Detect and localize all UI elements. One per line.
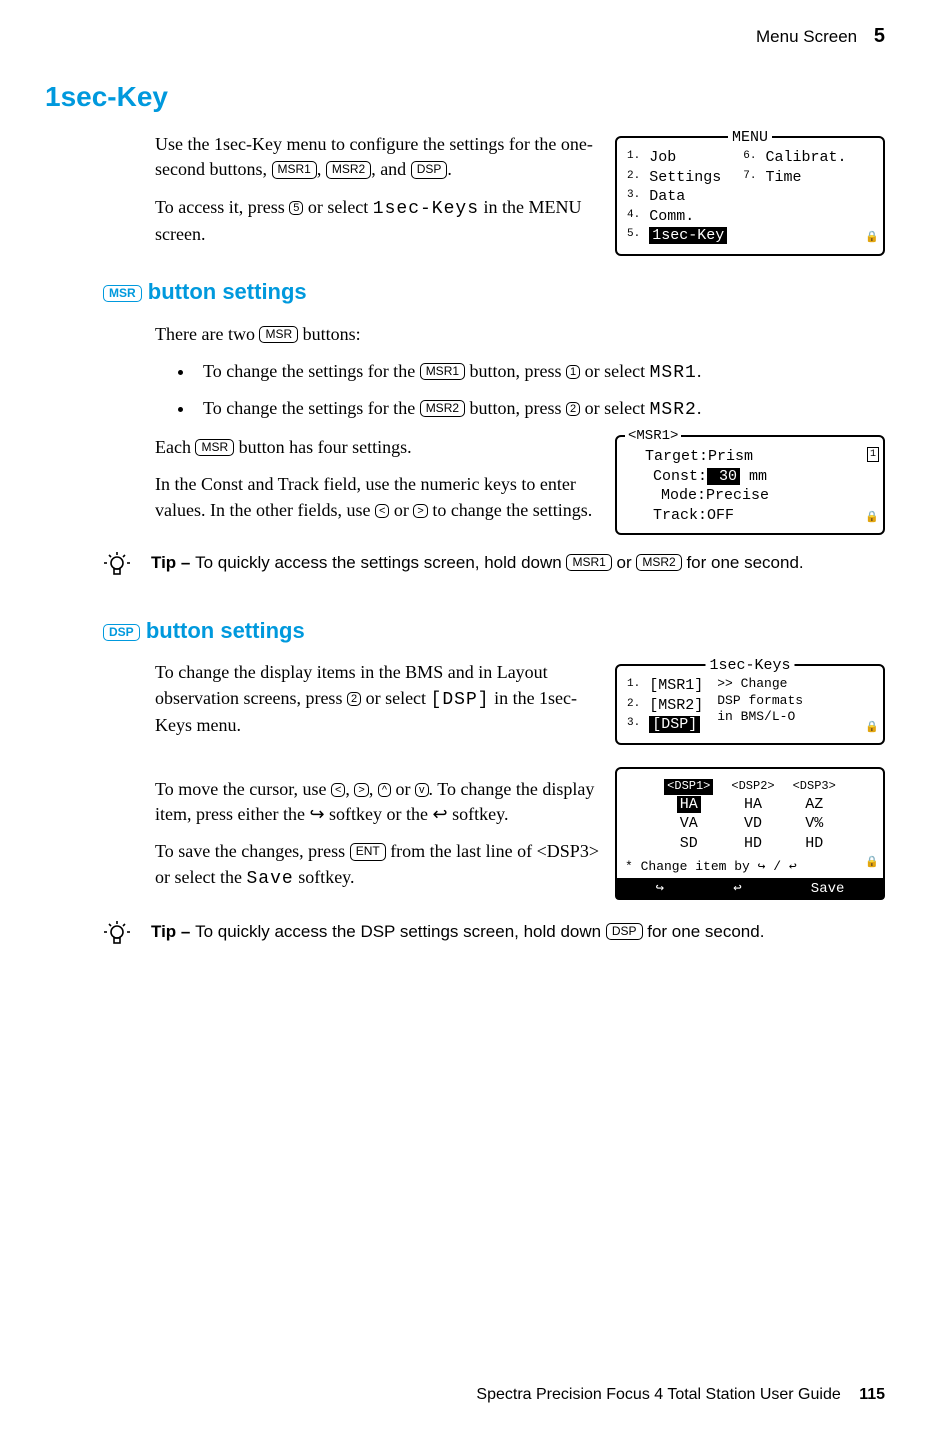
- bullet-msr1: To change the settings for the MSR1 butt…: [195, 359, 885, 386]
- dsp-paragraph-2: To move the cursor, use <, >, ^ or v. To…: [155, 777, 615, 827]
- screen-msr1-title: <MSR1>: [625, 427, 681, 445]
- screen-softkeys: ↪ ↩ Save: [615, 878, 885, 900]
- key-right: >: [354, 783, 368, 797]
- screen-dsp-table: <DSP1> HA VA SD <DSP2> HA VD HD <DSP3> A…: [615, 767, 885, 900]
- header-section: Menu Screen: [756, 27, 857, 46]
- screen-1seckeys: 1sec-Keys 1. [MSR1] 2. [MSR2] 3. [DSP] >…: [615, 664, 885, 745]
- dsp-paragraph-3: To save the changes, press ENT from the …: [155, 839, 615, 891]
- key-dsp: DSP: [411, 161, 448, 178]
- page-title: 1sec-Key: [45, 77, 885, 116]
- key-ent: ENT: [350, 843, 386, 860]
- h2-msr: MSR button settings: [103, 277, 885, 308]
- lightbulb-icon: [103, 920, 131, 955]
- bullet-msr2: To change the settings for the MSR2 butt…: [195, 396, 885, 423]
- page-header: Menu Screen 5: [756, 22, 885, 50]
- msr-four-settings: Each MSR button has four settings.: [155, 435, 615, 460]
- key-5: 5: [289, 201, 303, 215]
- footer-page: 115: [859, 1386, 885, 1403]
- header-chapter: 5: [874, 25, 885, 47]
- screen-menu: MENU 1. Job 2. Settings 3. Data 4. Comm.…: [615, 136, 885, 256]
- screen-1seckeys-title: 1sec-Keys: [705, 656, 794, 676]
- key-left: <: [375, 504, 389, 518]
- key-left: <: [331, 783, 345, 797]
- key-msr: MSR: [259, 326, 298, 343]
- tip-dsp: Tip – To quickly access the DSP settings…: [103, 920, 885, 955]
- msr-fields-paragraph: In the Const and Track field, use the nu…: [155, 472, 615, 522]
- lock-icon: 🔒: [865, 231, 879, 245]
- access-paragraph: To access it, press 5 or select 1sec-Key…: [155, 195, 615, 247]
- screen-menu-title: MENU: [728, 128, 772, 148]
- screen-msr1: <MSR1> 1 Target:Prism Const: 30 mm Mode:…: [615, 435, 885, 535]
- msr-bullets: To change the settings for the MSR1 butt…: [45, 359, 885, 423]
- indicator-1: 1: [867, 447, 879, 462]
- footer-book: Spectra Precision Focus 4 Total Station …: [476, 1386, 840, 1403]
- key-msr1: MSR1: [272, 161, 317, 178]
- dsp-paragraph-1: To change the display items in the BMS a…: [155, 660, 615, 738]
- h2-dsp: DSP button settings: [103, 616, 885, 647]
- key-right: >: [413, 504, 427, 518]
- key-msr2: MSR2: [326, 161, 371, 178]
- lock-icon: 🔒: [865, 511, 879, 525]
- lightbulb-icon: [103, 551, 131, 586]
- msr-intro: There are two MSR buttons:: [155, 322, 885, 347]
- lock-icon: 🔒: [865, 721, 879, 735]
- tip-msr: Tip – To quickly access the settings scr…: [103, 551, 885, 586]
- key-down: v: [415, 783, 429, 797]
- lock-icon: 🔒: [865, 856, 879, 870]
- key-msr-heading: MSR: [103, 285, 142, 302]
- key-dsp-heading: DSP: [103, 624, 140, 641]
- key-up: ^: [378, 783, 391, 797]
- page-footer: Spectra Precision Focus 4 Total Station …: [476, 1384, 885, 1406]
